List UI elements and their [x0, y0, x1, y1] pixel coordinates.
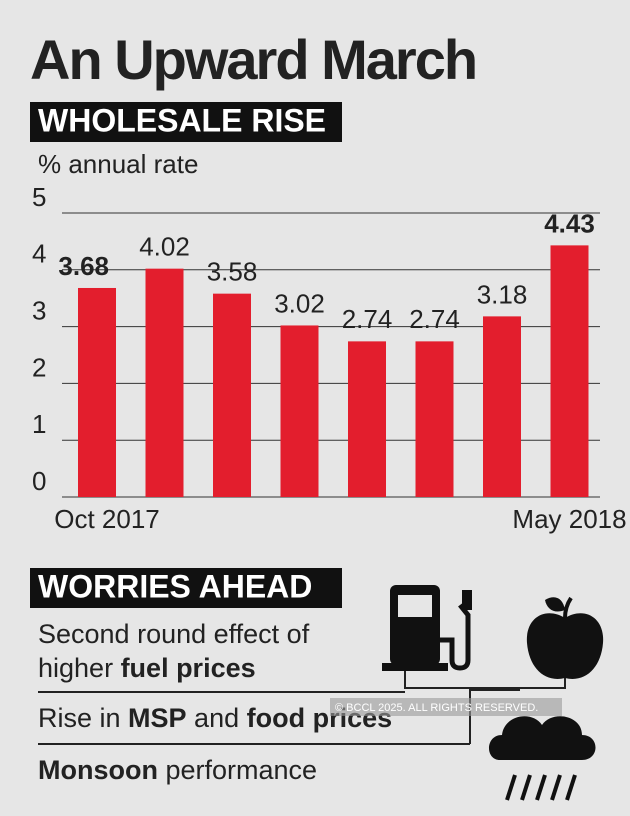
bar: [483, 316, 521, 497]
worry-item: Monsoon performance: [38, 755, 317, 785]
bar: [280, 325, 319, 497]
subtitle-box: [30, 102, 342, 142]
x-tick-label: May 2018: [512, 504, 626, 534]
worry-item: Rise in MSP and food prices: [38, 703, 392, 733]
text: higher: [38, 653, 121, 683]
text: MSP: [128, 703, 187, 733]
value-label: 2.74: [409, 304, 460, 334]
bar: [78, 287, 116, 497]
y-tick-label: 5: [32, 182, 46, 212]
value-label: 4.43: [544, 208, 595, 238]
chart-subtitle: WHOLESALE RISE: [38, 102, 326, 138]
bar: [213, 293, 251, 497]
value-label: 3.18: [477, 279, 528, 309]
y-tick-label: 0: [32, 466, 46, 496]
plot: 0 1 2 3 4 5 3.68 Oct 2017 4.02 3.58 3.02 2.74 2.74 3.…: [32, 182, 627, 534]
text: fuel prices: [121, 653, 256, 683]
y-tick-label: 4: [32, 239, 46, 269]
value-label: 4.02: [139, 232, 190, 262]
value-label: 3.68: [58, 251, 109, 281]
bar: [550, 245, 589, 497]
apple-icon: [526, 596, 604, 679]
copyright: © BCCL 2025. ALL RIGHTS RESERVED.: [335, 702, 538, 714]
text: and: [187, 703, 247, 733]
text: performance: [158, 755, 317, 785]
y-axis-label: % annual rate: [38, 149, 198, 179]
y-tick-label: 2: [32, 352, 46, 382]
value-label: 3.58: [207, 257, 258, 287]
worries-title: WORRIES AHEAD: [38, 568, 312, 604]
worry-item: higher fuel prices: [38, 653, 256, 683]
y-tick-label: 3: [32, 295, 46, 325]
value-label: 2.74: [342, 304, 393, 334]
fuel-icon: [382, 585, 566, 689]
bar: [348, 341, 386, 497]
x-tick-label: Oct 2017: [54, 504, 160, 534]
value-label: 3.02: [274, 288, 325, 318]
worries-box: [30, 568, 342, 608]
text: Rise in: [38, 703, 128, 733]
connector: [469, 689, 520, 744]
copyright-bg: [330, 698, 562, 716]
bar: [145, 268, 184, 497]
cloud-icon: [488, 716, 596, 801]
bar: [415, 341, 454, 497]
text: Monsoon: [38, 755, 158, 785]
chart-title: An Upward March: [30, 28, 476, 91]
y-tick-label: 1: [32, 409, 46, 439]
worry-item: Second round effect of: [38, 619, 310, 649]
